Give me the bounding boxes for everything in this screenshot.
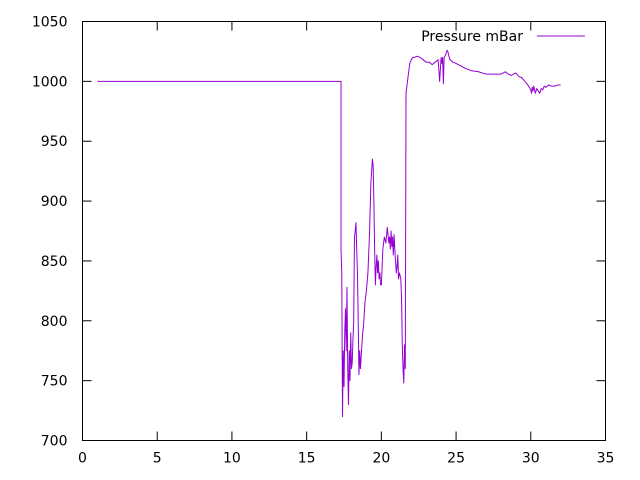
plot-border [82, 21, 606, 441]
legend: Pressure mBar [421, 29, 585, 45]
legend-label: Pressure mBar [421, 29, 523, 45]
x-tick-label: 0 [78, 451, 87, 467]
x-tick-label: 5 [153, 451, 162, 467]
x-tick-label: 25 [447, 451, 465, 467]
x-tick-label: 15 [298, 451, 316, 467]
y-tick-label: 900 [41, 194, 68, 210]
y-tick-label: 800 [41, 314, 68, 330]
x-tick-label: 30 [522, 451, 540, 467]
y-tick-label: 700 [41, 434, 68, 450]
x-tick-label: 20 [372, 451, 390, 467]
y-tick-label: 950 [41, 134, 68, 150]
series-line-0 [97, 49, 561, 418]
y-tick-label: 850 [41, 254, 68, 270]
y-tick-label: 750 [41, 374, 68, 390]
y-tick-label: 1050 [32, 15, 68, 31]
x-tick-label: 35 [597, 451, 615, 467]
tick-layer: 700 750 800 850 900 950 1000 1050 0 5 10 15 20 25 30 35 [32, 15, 615, 467]
y-tick-label: 1000 [32, 74, 68, 90]
series-layer [97, 49, 561, 418]
x-tick-label: 10 [223, 451, 241, 467]
